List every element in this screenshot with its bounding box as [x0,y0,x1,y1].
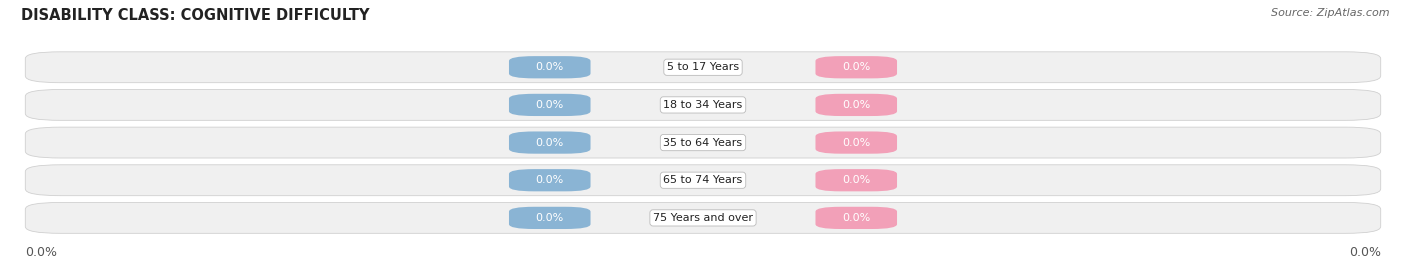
Text: DISABILITY CLASS: COGNITIVE DIFFICULTY: DISABILITY CLASS: COGNITIVE DIFFICULTY [21,8,370,23]
Text: 0.0%: 0.0% [536,137,564,148]
FancyBboxPatch shape [25,165,1381,196]
FancyBboxPatch shape [509,56,591,78]
Text: 0.0%: 0.0% [25,246,58,259]
Text: 0.0%: 0.0% [536,62,564,72]
Text: 18 to 34 Years: 18 to 34 Years [664,100,742,110]
FancyBboxPatch shape [509,207,591,229]
Text: 5 to 17 Years: 5 to 17 Years [666,62,740,72]
Text: 0.0%: 0.0% [842,175,870,185]
Text: 75 Years and over: 75 Years and over [652,213,754,223]
Text: 0.0%: 0.0% [1348,246,1381,259]
FancyBboxPatch shape [25,52,1381,83]
FancyBboxPatch shape [509,169,591,191]
FancyBboxPatch shape [509,132,591,154]
Text: 35 to 64 Years: 35 to 64 Years [664,137,742,148]
FancyBboxPatch shape [509,94,591,116]
FancyBboxPatch shape [815,56,897,78]
Text: 0.0%: 0.0% [842,137,870,148]
Text: 0.0%: 0.0% [536,213,564,223]
FancyBboxPatch shape [815,132,897,154]
FancyBboxPatch shape [25,203,1381,233]
FancyBboxPatch shape [815,207,897,229]
Text: 0.0%: 0.0% [536,100,564,110]
Text: 65 to 74 Years: 65 to 74 Years [664,175,742,185]
Text: 0.0%: 0.0% [842,213,870,223]
Text: 0.0%: 0.0% [536,175,564,185]
FancyBboxPatch shape [815,94,897,116]
Text: Source: ZipAtlas.com: Source: ZipAtlas.com [1271,8,1389,18]
FancyBboxPatch shape [25,127,1381,158]
Text: 0.0%: 0.0% [842,62,870,72]
FancyBboxPatch shape [25,90,1381,120]
FancyBboxPatch shape [815,169,897,191]
Text: 0.0%: 0.0% [842,100,870,110]
